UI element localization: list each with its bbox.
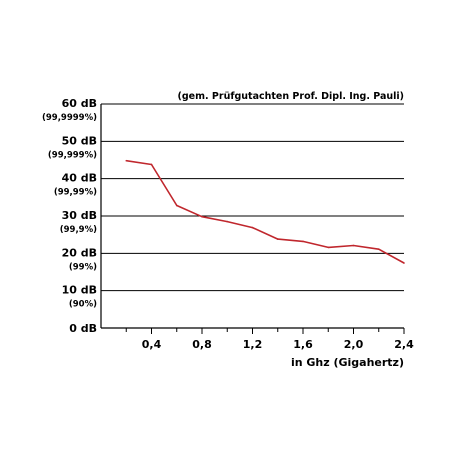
y-tick-sublabel: (99,9%): [60, 225, 97, 235]
y-tick-label: 60 dB: [62, 97, 97, 110]
x-tick-label: 2,0: [344, 338, 364, 351]
x-tick-label: 1,6: [293, 338, 313, 351]
chart-annotation: (gem. Prüfgutachten Prof. Dipl. Ing. Pau…: [178, 91, 404, 102]
y-tick-sublabel: (99,9999%): [42, 113, 97, 123]
data-point: [251, 226, 254, 229]
data-point: [201, 215, 203, 218]
data-point: [327, 246, 330, 249]
y-tick-label: 40 dB: [62, 172, 97, 185]
data-point: [150, 163, 153, 166]
y-tick-label: 50 dB: [62, 134, 97, 147]
x-axis-label: in Ghz (Gigahertz): [291, 356, 404, 369]
y-tick-sublabel: (90%): [69, 300, 97, 310]
data-point: [125, 159, 128, 162]
data-point: [403, 262, 405, 264]
data-point: [377, 248, 380, 251]
y-tick-sublabel: (99%): [69, 262, 97, 272]
y-tick-sublabel: (99,99%): [54, 188, 97, 198]
data-point: [175, 204, 178, 207]
y-axis-ticks: 0 dB 10 dB (90%) 20 dB (99%) 30 dB (99,9%) 40 d…: [42, 97, 97, 335]
y-tick-label: 0 dB: [69, 322, 97, 335]
x-tick-label: 0,8: [192, 338, 212, 351]
y-tick-sublabel: (99,999%): [48, 150, 97, 160]
x-axis-ticks: 0,4 0,8 1,2 1,6 2,0 2,4: [125, 328, 414, 351]
x-tick-label: 0,4: [142, 338, 162, 351]
y-tick-label: 30 dB: [62, 209, 97, 222]
x-tick-label: 2,4: [394, 338, 414, 351]
y-tick-label: 20 dB: [62, 246, 97, 259]
data-point: [352, 244, 355, 247]
data-point: [226, 220, 229, 223]
y-tick-label: 10 dB: [62, 284, 97, 297]
series-line-0: [126, 159, 405, 264]
data-point: [302, 240, 304, 243]
series-layer: [125, 159, 405, 264]
data-point: [276, 238, 279, 240]
x-tick-label: 1,2: [243, 338, 263, 351]
grid-lines: [100, 103, 404, 329]
